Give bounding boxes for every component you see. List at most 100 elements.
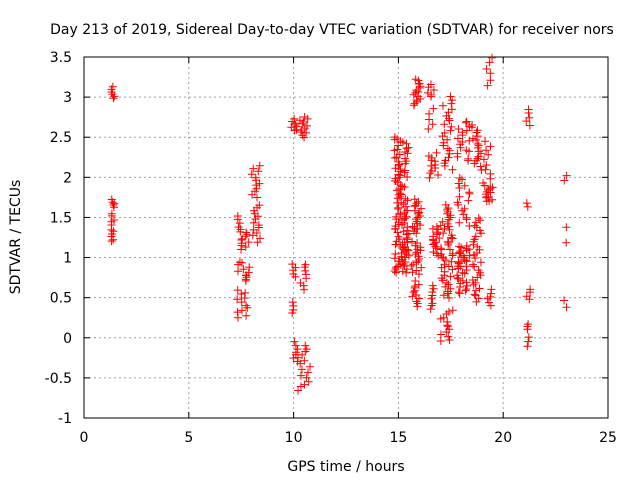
data-point <box>408 222 417 231</box>
data-point <box>242 230 251 239</box>
y-tick-label: -0.5 <box>45 371 72 387</box>
data-point <box>524 105 533 114</box>
data-point <box>414 87 423 96</box>
data-point <box>562 171 571 180</box>
data-point <box>446 284 455 293</box>
data-point <box>424 152 433 161</box>
data-point <box>483 81 492 90</box>
data-point <box>484 150 493 159</box>
data-point <box>562 303 571 312</box>
data-point <box>475 284 484 293</box>
data-point <box>395 173 404 182</box>
data-point <box>473 126 482 135</box>
data-point <box>448 234 457 243</box>
data-point <box>402 268 411 277</box>
data-point <box>233 295 242 304</box>
data-point <box>234 223 243 232</box>
data-point <box>414 280 423 289</box>
data-point <box>438 217 447 226</box>
data-point <box>481 165 490 174</box>
data-point <box>252 229 261 238</box>
data-point <box>471 218 480 227</box>
data-point <box>243 303 252 312</box>
data-point <box>290 126 299 135</box>
data-point <box>108 82 117 91</box>
data-point <box>439 229 448 238</box>
data-point <box>524 333 533 342</box>
data-point <box>107 209 116 218</box>
data-point <box>473 154 482 163</box>
data-point <box>408 268 417 277</box>
data-point <box>390 133 399 142</box>
data-point <box>107 195 116 204</box>
data-point <box>474 214 483 223</box>
data-point <box>398 267 407 276</box>
data-point <box>482 161 491 170</box>
data-point <box>462 126 471 135</box>
data-point <box>464 154 473 163</box>
data-point <box>455 242 464 251</box>
data-point <box>412 96 421 105</box>
data-point <box>296 371 305 380</box>
data-point <box>254 221 263 230</box>
data-point <box>447 105 456 114</box>
data-point <box>410 195 419 204</box>
data-point <box>394 141 403 150</box>
data-point <box>486 76 495 85</box>
data-point <box>560 176 569 185</box>
data-point <box>241 243 250 252</box>
data-point <box>522 199 531 208</box>
data-point <box>446 92 455 101</box>
data-point <box>473 140 482 149</box>
data-point <box>244 268 253 277</box>
data-point <box>525 113 534 122</box>
data-point <box>460 181 469 190</box>
data-point <box>251 173 260 182</box>
data-point <box>408 237 417 246</box>
data-point <box>445 225 454 234</box>
data-point <box>298 350 307 359</box>
data-point <box>456 143 465 152</box>
data-point <box>417 263 426 272</box>
data-point <box>391 174 400 183</box>
data-point <box>462 117 471 126</box>
data-point <box>438 101 447 110</box>
data-point <box>247 170 256 179</box>
data-point <box>290 337 299 346</box>
data-point <box>403 245 412 254</box>
data-point <box>470 221 479 230</box>
data-point <box>394 232 403 241</box>
data-point <box>446 126 455 135</box>
data-point <box>109 216 118 225</box>
data-point <box>400 147 409 156</box>
data-point <box>446 245 455 254</box>
data-point <box>524 337 533 346</box>
x-tick-label: 0 <box>80 430 89 446</box>
data-point <box>108 90 117 99</box>
data-point <box>429 248 438 257</box>
data-point <box>471 286 480 295</box>
y-tick-label: 3 <box>63 90 72 106</box>
data-point <box>440 260 449 269</box>
data-point <box>409 90 418 99</box>
data-point <box>468 275 477 284</box>
data-point <box>445 146 454 155</box>
x-tick-label: 25 <box>599 430 617 446</box>
data-point <box>395 150 404 159</box>
data-point <box>255 179 264 188</box>
data-point <box>486 169 495 178</box>
data-point <box>439 291 448 300</box>
data-point <box>445 293 454 302</box>
data-point <box>237 306 246 315</box>
data-point <box>291 348 300 357</box>
data-point <box>468 120 477 129</box>
data-point <box>411 215 420 224</box>
data-point <box>415 208 424 217</box>
data-point <box>109 235 118 244</box>
data-point <box>398 138 407 147</box>
y-tick-label: 2.5 <box>50 130 72 146</box>
data-point <box>233 308 242 317</box>
data-point <box>486 292 495 301</box>
data-point <box>237 236 246 244</box>
data-point <box>480 181 489 190</box>
